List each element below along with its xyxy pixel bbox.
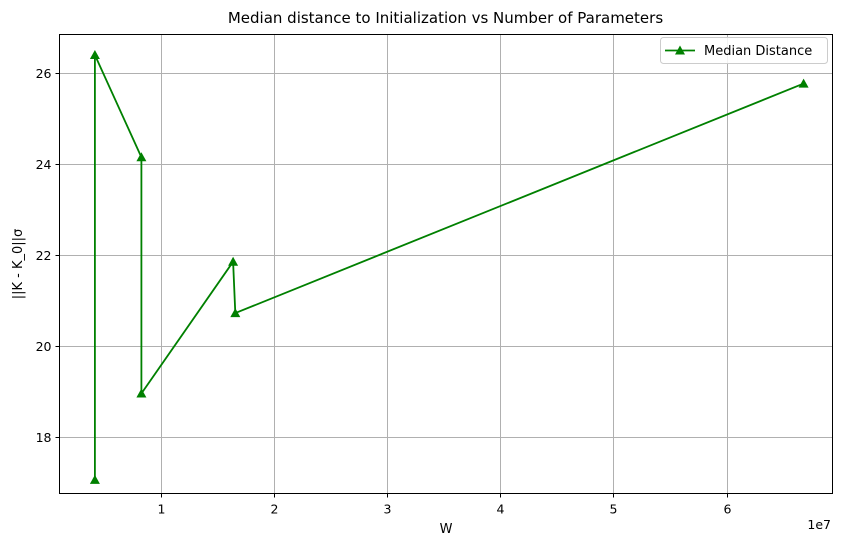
y-tick-label: 20 <box>36 339 52 354</box>
legend: Median Distance <box>660 37 828 64</box>
x-tick-label: 4 <box>497 502 505 517</box>
legend-box <box>660 37 828 64</box>
data-point-marker <box>89 50 100 59</box>
x-offset-label: 1e7 <box>807 517 831 532</box>
x-axis-label: W <box>440 522 453 537</box>
y-axis: 18 20 22 24 26 <box>36 66 60 445</box>
x-tick-label: 3 <box>384 502 392 517</box>
grid <box>59 34 833 494</box>
y-tick-label: 24 <box>36 157 52 172</box>
plot-frame <box>59 34 833 494</box>
data-point-marker <box>136 152 147 162</box>
legend-label: Median Distance <box>704 44 812 59</box>
data-point-marker <box>798 78 809 88</box>
chart-title: Median distance to Initialization vs Num… <box>228 9 663 27</box>
data-point-marker <box>228 256 239 266</box>
y-tick-label: 22 <box>36 248 52 263</box>
data-point-marker <box>230 308 241 318</box>
x-axis: 1 2 3 4 5 6 <box>158 493 732 517</box>
y-tick-label: 26 <box>36 66 52 81</box>
legend-marker <box>675 45 685 55</box>
data-point-marker <box>89 474 100 484</box>
y-tick-label: 18 <box>36 430 52 445</box>
x-tick-label: 1 <box>158 502 166 517</box>
data-point-marker <box>136 388 147 398</box>
series-line <box>94 54 804 480</box>
x-tick-label: 6 <box>724 502 732 517</box>
x-tick-label: 5 <box>610 502 618 517</box>
x-tick-label: 2 <box>271 502 279 517</box>
y-axis-label: ||K - K_0||σ <box>11 229 26 300</box>
series-median-distance <box>89 50 809 484</box>
